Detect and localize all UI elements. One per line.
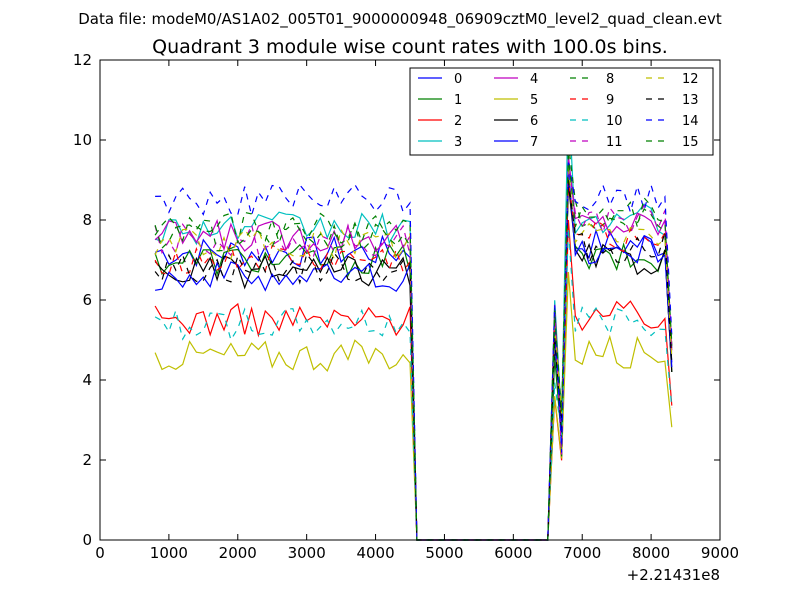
x-tick-label: 6000 [494, 544, 532, 562]
legend-label-1: 1 [454, 93, 462, 108]
y-tick-label: 2 [82, 451, 92, 469]
legend-label-10: 10 [606, 114, 623, 129]
legend-label-9: 9 [606, 93, 614, 108]
tick-layer: 0 1000 2000 3000 4000 5000 6000 7000 8000 9000 0 2 4… [73, 51, 739, 562]
series-line-2 [154, 219, 673, 541]
series-line-0 [154, 171, 673, 541]
series-line-4 [154, 155, 673, 541]
y-tick-label: 0 [82, 531, 92, 549]
x-tick-label: 0 [95, 544, 105, 562]
x-tick-label: 1000 [150, 544, 188, 562]
y-tick-label: 12 [73, 51, 92, 69]
series-line-14 [155, 159, 673, 541]
x-tick-label: 4000 [356, 544, 394, 562]
series-line-3 [154, 91, 673, 541]
x-tick-label: 8000 [632, 544, 670, 562]
legend-label-15: 15 [682, 135, 699, 150]
legend-label-2: 2 [454, 114, 462, 129]
x-tick-label: 7000 [563, 544, 601, 562]
series-line-10 [154, 227, 673, 541]
series-line-9 [154, 179, 673, 541]
y-tick-label: 8 [82, 211, 92, 229]
legend-label-11: 11 [606, 135, 623, 150]
y-tick-label: 4 [82, 371, 92, 389]
legend-label-6: 6 [530, 114, 538, 129]
legend-label-13: 13 [682, 93, 699, 108]
y-tick-label: 6 [82, 291, 92, 309]
x-tick-label: 3000 [288, 544, 326, 562]
legend-label-7: 7 [530, 135, 538, 150]
legend-label-4: 4 [530, 72, 538, 87]
chart-title: Quadrant 3 module wise count rates with … [152, 36, 668, 58]
x-offset-label: +2.21431e8 [627, 566, 720, 584]
datafile-label: Data file: modeM0/AS1A02_005T01_90000009… [78, 10, 722, 29]
legend-label-14: 14 [682, 114, 699, 129]
legend-label-0: 0 [454, 72, 462, 87]
series-line-11 [154, 163, 673, 541]
legend-label-3: 3 [454, 135, 462, 150]
series-line-15 [154, 155, 673, 541]
series-line-5 [154, 271, 673, 541]
series-line-12 [154, 167, 673, 541]
x-tick-label: 9000 [701, 544, 739, 562]
legend-label-8: 8 [606, 72, 614, 87]
x-tick-label: 5000 [425, 544, 463, 562]
series-layer [154, 91, 673, 541]
legend-label-5: 5 [530, 93, 538, 108]
x-tick-label: 2000 [219, 544, 257, 562]
y-tick-label: 10 [73, 131, 92, 149]
legend-label-12: 12 [682, 72, 699, 87]
